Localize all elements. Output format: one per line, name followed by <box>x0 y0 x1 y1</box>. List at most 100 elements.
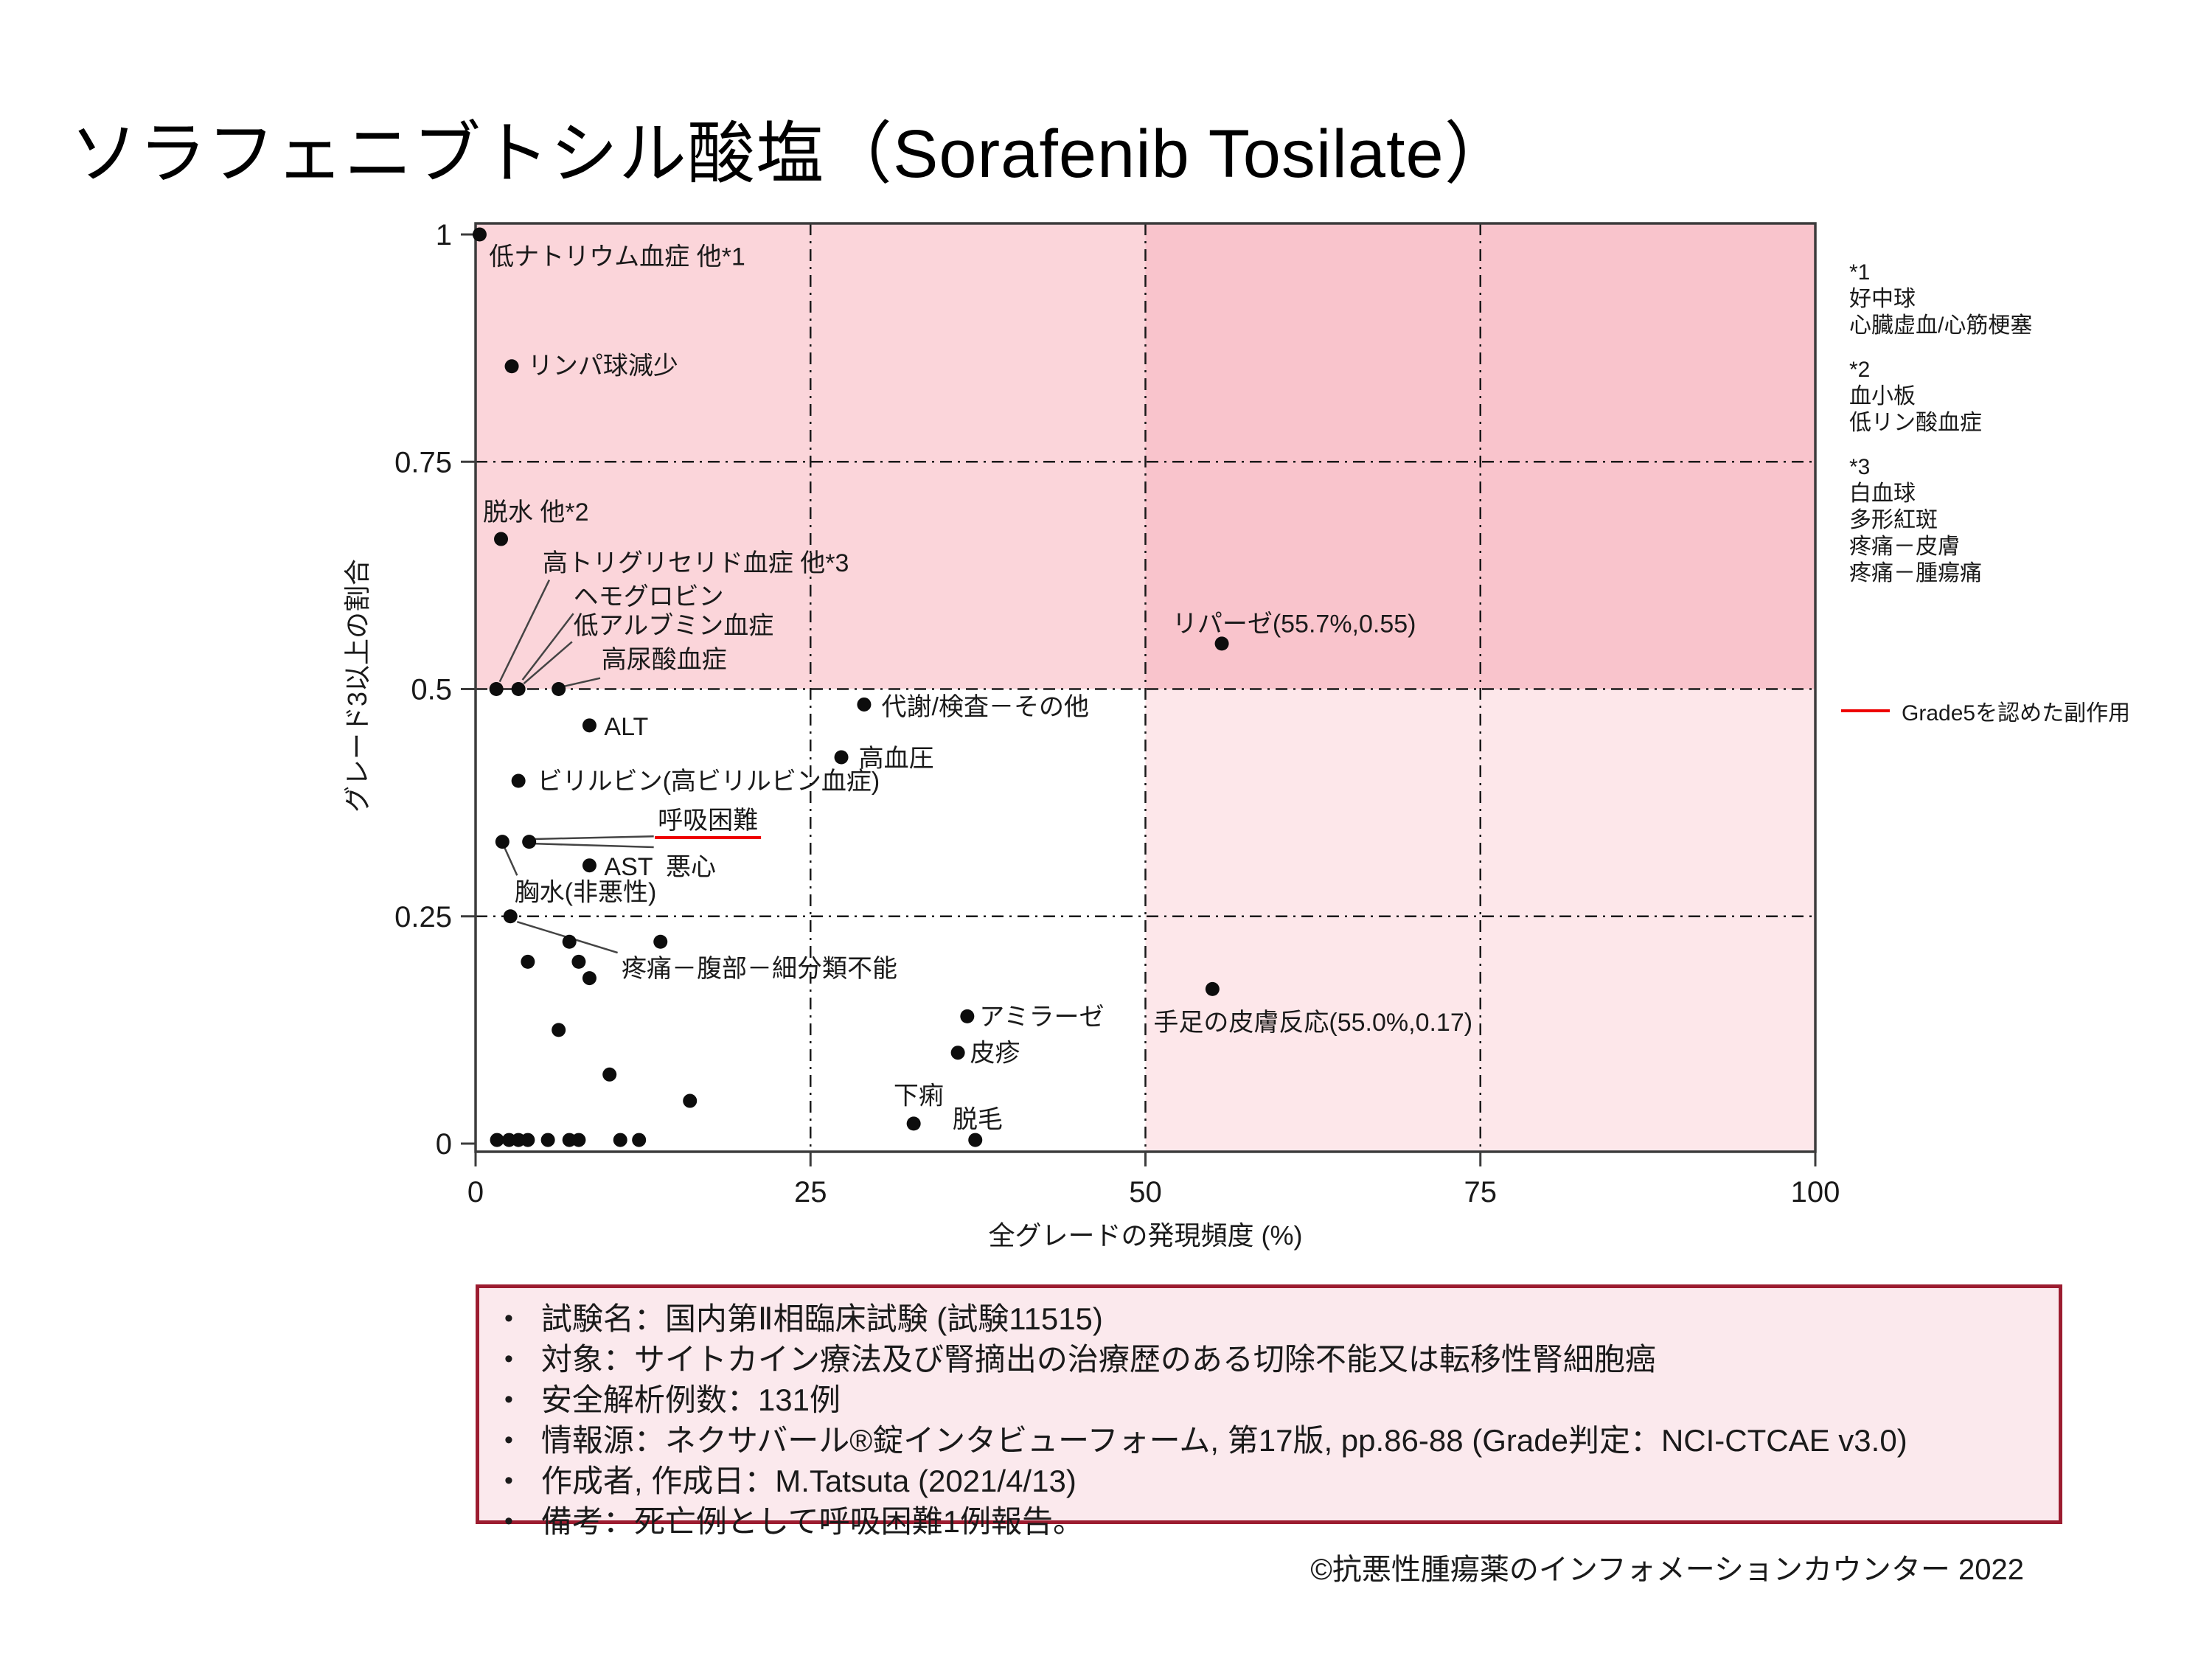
data-point-unlabeled <box>632 1133 647 1147</box>
data-point-unlabeled <box>571 954 586 969</box>
data-point-unlabeled <box>552 1023 566 1037</box>
data-point-amylase <box>960 1009 975 1023</box>
legend-line: 血小板 <box>1849 384 1916 408</box>
leader-line <box>523 641 573 685</box>
copyright-text: ©抗悪性腫瘍薬のインフォメーションカウンター 2022 <box>1310 1554 2024 1586</box>
leader-line <box>521 613 574 681</box>
study-info-list: 試験名：国内第Ⅱ相臨床試験 (試験11515)対象：サイトカイン療法及び腎摘出の… <box>479 1288 2059 1543</box>
legend-line: 好中球 <box>1849 287 1916 311</box>
data-point-pleural-effusion <box>495 835 509 849</box>
legend-line: 疼痛－腫瘍痛 <box>1849 561 1982 585</box>
annotation-label: 高尿酸血症 <box>602 646 727 674</box>
data-point-unlabeled <box>490 1133 504 1147</box>
study-info-item: 備考：死亡例として呼吸困難1例報告。 <box>504 1503 2044 1543</box>
study-info-box: 試験名：国内第Ⅱ相臨床試験 (試験11515)対象：サイトカイン療法及び腎摘出の… <box>476 1284 2062 1539</box>
data-point-unlabeled <box>683 1093 698 1108</box>
y-axis-title: グレード3以上の割合 <box>342 559 372 813</box>
study-info-item: 安全解析例数：131例 <box>504 1381 2044 1422</box>
data-point-unlabeled <box>540 1133 555 1147</box>
annotation-label: 低アルブミン血症 <box>574 612 774 640</box>
legend-line: *1 <box>1849 260 1871 285</box>
data-point-hypertension <box>834 750 849 765</box>
x-tick-label: 50 <box>1129 1176 1162 1208</box>
legend-group-3: *3 白血球 多形紅斑疼痛－皮膚 疼痛－腫瘍痛 <box>1849 454 2203 587</box>
annotation-label: 代謝/検査－その他 <box>882 693 1089 721</box>
leader-line <box>503 846 518 876</box>
x-tick-label: 75 <box>1464 1176 1498 1208</box>
data-point-unlabeled <box>571 1133 586 1147</box>
data-point-hypertriglyceridemia-etc <box>489 682 504 696</box>
data-point-alopecia <box>968 1133 983 1147</box>
annotation-label: 脱毛 <box>953 1106 1003 1134</box>
data-point-rash <box>950 1046 965 1060</box>
annotation-label: 皮疹 <box>970 1040 1020 1068</box>
data-point-dyspnea-nausea <box>522 835 537 849</box>
annotation-label: 悪心 <box>666 853 716 881</box>
data-point-dehydration-etc <box>494 532 509 546</box>
data-point-unlabeled <box>521 1133 535 1147</box>
data-point-unlabeled <box>562 934 577 949</box>
annotation-label: 高血圧 <box>859 745 934 773</box>
annotation-label: ヘモグロビン <box>574 583 724 611</box>
legend-group-1: *1 好中球 心臓虚血/心筋梗塞 <box>1849 260 2203 339</box>
footnote-legend: *1 好中球 心臓虚血/心筋梗塞 *2 血小板低リン酸血症 *3 白血球 多形紅斑疼痛－皮膚疼… <box>1849 260 2203 605</box>
grade5-legend: Grade5を認めた副作用 <box>1841 695 2130 727</box>
data-point-ast <box>582 858 597 873</box>
data-point-unlabeled <box>613 1133 627 1147</box>
annotation-label: 高トリグリセリド血症 他*3 <box>543 549 849 577</box>
annotation-label: リンパ球減少 <box>528 352 678 380</box>
x-axis-title: 全グレードの発現頻度 (%) <box>989 1220 1303 1251</box>
data-point-unlabeled <box>602 1067 617 1082</box>
annotation-label: アミラーゼ <box>979 1003 1104 1031</box>
annotation-label: リパーゼ(55.7%,0.55) <box>1172 611 1416 639</box>
page-title: ソラフェニブトシル酸塩（Sorafenib Tosilate） <box>70 116 1513 192</box>
leader-line <box>533 842 654 849</box>
study-info-item: 情報源：ネクサバール®錠インタビューフォーム, 第17版, pp.86-88 (… <box>504 1422 2044 1462</box>
data-point-hyponatremia-etc <box>472 227 487 242</box>
data-point-diarrhea <box>906 1116 921 1131</box>
annotation-label: 低ナトリウム血症 他*1 <box>489 243 745 271</box>
legend-line: 疼痛－皮膚 <box>1849 535 1960 559</box>
annotation-label: AST <box>604 853 653 881</box>
legend-line: 心臓虚血/心筋梗塞 <box>1849 313 2033 338</box>
data-point-hemoglobin-hypoalbuminemia <box>511 682 526 696</box>
legend-line: 白血球 <box>1849 481 1916 506</box>
data-point-hyperuricemia <box>552 682 566 696</box>
leader-line <box>498 579 551 683</box>
annotation-label: ALT <box>604 713 648 741</box>
y-tick-label: 1 <box>436 219 452 251</box>
annotation-label: 脱水 他*2 <box>483 498 589 526</box>
legend-line: *3 <box>1849 455 1871 479</box>
data-point-lipase <box>1214 636 1229 651</box>
data-point-hand-foot-skin-reaction <box>1205 981 1220 996</box>
grade5-legend-label: Grade5を認めた副作用 <box>1902 701 2131 726</box>
y-tick-label: 0.25 <box>394 901 452 933</box>
data-point-unlabeled <box>582 971 597 986</box>
x-tick-label: 100 <box>1791 1176 1840 1208</box>
annotation-label: 手足の皮膚反応(55.0%,0.17) <box>1153 1009 1472 1037</box>
legend-group-2: *2 血小板低リン酸血症 <box>1849 357 2203 437</box>
data-point-alt <box>582 718 597 733</box>
annotation-label: ビリルビン(高ビリルビン血症) <box>538 768 880 796</box>
data-point-unlabeled <box>521 954 535 969</box>
legend-line: 多形紅斑 <box>1849 508 1938 532</box>
leader-line <box>563 677 601 688</box>
annotation-label: 胸水(非悪性) <box>515 878 657 906</box>
data-point-pain-abdomen <box>503 909 518 924</box>
y-tick-label: 0 <box>436 1128 452 1161</box>
study-info-item: 作成者, 作成日：M.Tatsuta (2021/4/13) <box>504 1462 2044 1503</box>
study-info-item: 対象：サイトカイン療法及び腎摘出の治療歴のある切除不能又は転移性腎細胞癌 <box>504 1340 2044 1381</box>
leader-line <box>534 835 654 841</box>
y-tick-label: 0.75 <box>394 446 452 479</box>
annotation-label: 呼吸困難 <box>658 807 758 835</box>
data-point-bilirubin <box>511 773 526 788</box>
study-info-item: 試験名：国内第Ⅱ相臨床試験 (試験11515) <box>504 1300 2044 1340</box>
data-point-unlabeled <box>653 934 668 949</box>
legend-line: 低リン酸血症 <box>1849 411 1982 435</box>
legend-line: *2 <box>1849 358 1871 382</box>
grade5-line-swatch <box>1841 709 1890 712</box>
x-tick-label: 25 <box>794 1176 827 1208</box>
x-tick-label: 0 <box>467 1176 484 1208</box>
